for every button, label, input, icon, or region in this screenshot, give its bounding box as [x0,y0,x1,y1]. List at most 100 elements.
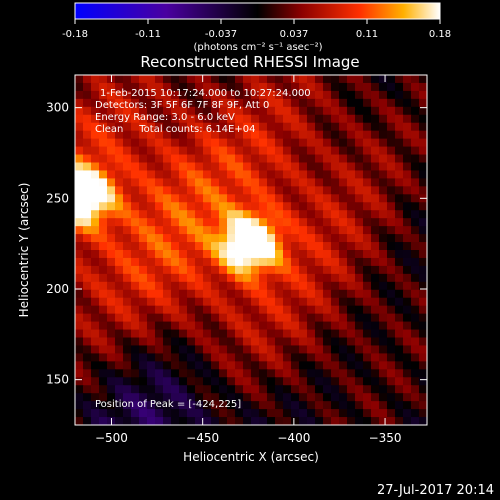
heatmap-cell [395,186,404,195]
heatmap-cell [403,409,412,418]
heatmap-cell [283,162,292,172]
heatmap-cell [83,210,92,219]
heatmap-cell [371,265,380,275]
heatmap-cell [107,409,116,418]
heatmap-cell [331,114,340,124]
heatmap-cell [307,369,316,378]
heatmap-cell [155,401,164,410]
heatmap-cell [355,178,364,187]
heatmap-cell [371,337,380,347]
heatmap-cell [379,178,388,187]
heatmap-cell [91,242,100,251]
heatmap-cell [371,273,380,283]
heatmap-cell [211,265,220,275]
heatmap-cell [307,130,316,140]
heatmap-cell [115,385,124,394]
heatmap-cell [371,297,380,307]
heatmap-cell [235,138,244,148]
heatmap-cell [131,361,140,370]
heatmap-cell [99,114,108,124]
heatmap-cell [395,106,404,116]
heatmap-cell [187,218,196,227]
heatmap-cell [147,226,156,235]
heatmap-cell [331,218,340,227]
heatmap-cell [419,138,427,148]
heatmap-cell [227,82,236,92]
heatmap-cell [299,202,308,211]
heatmap-cell [259,337,268,347]
heatmap-cell [307,305,316,315]
heatmap-cell [211,361,220,370]
heatmap-cell [243,170,252,179]
heatmap-cell [291,393,300,402]
heatmap-cell [387,393,396,402]
heatmap-cell [347,82,356,92]
heatmap-cell [259,417,268,425]
heatmap-cell [171,313,180,323]
heatmap-cell [139,361,148,370]
heatmap-cell [283,138,292,148]
heatmap-cell [211,114,220,124]
heatmap-cell [75,146,84,156]
heatmap-cell [123,369,132,378]
heatmap-cell [291,401,300,410]
heatmap-cell [75,138,84,148]
heatmap-cell [379,146,388,156]
heatmap-cell [347,218,356,227]
heatmap-cell [91,218,100,227]
heatmap-cell [275,114,284,124]
heatmap-cell [203,401,212,410]
heatmap-cell [291,409,300,418]
heatmap-cell [411,369,420,378]
heatmap-cell [331,154,340,164]
heatmap-cell [395,321,404,331]
heatmap-cell [395,361,404,370]
heatmap-cell [99,417,108,425]
heatmap-cell [155,202,164,211]
heatmap-cell [267,186,276,195]
heatmap-cell [195,90,204,100]
heatmap-cell [107,138,116,148]
heatmap-cell [179,361,188,370]
heatmap-cell [155,106,164,116]
heatmap-cell [299,218,308,227]
heatmap-cell [419,393,427,402]
heatmap-cell [203,289,212,299]
heatmap-cell [259,82,268,92]
heatmap-cell [387,369,396,378]
heatmap-cell [331,345,340,354]
heatmap-cell [131,385,140,394]
heatmap-cell [419,170,427,179]
heatmap-cell [379,90,388,100]
heatmap-cell [139,162,148,172]
heatmap-cell [115,186,124,195]
heatmap-cell [419,297,427,307]
heatmap-cell [339,337,348,347]
heatmap-cell [323,409,332,418]
heatmap-cell [83,170,92,179]
heatmap-cell [267,130,276,140]
heatmap-cell [355,289,364,299]
heatmap-cell [211,122,220,132]
heatmap-cell [91,409,100,418]
heatmap-cell [259,345,268,354]
heatmap-cell [347,170,356,179]
heatmap-cell [267,194,276,203]
heatmap-cell [155,114,164,124]
heatmap-cell [403,194,412,203]
heatmap-cell [419,417,427,425]
heatmap-cell [123,194,132,203]
heatmap-cell [363,122,372,132]
heatmap-cell [131,281,140,291]
heatmap-cell [411,75,420,84]
heatmap-cell [83,218,92,227]
heatmap-cell [251,138,260,148]
heatmap-cell [411,289,420,299]
heatmap-cell [363,186,372,195]
heatmap-cell [131,401,140,410]
heatmap-cell [339,393,348,402]
y-tick-label: 300 [46,101,69,115]
heatmap-cell [331,90,340,100]
heatmap-cell [147,242,156,251]
heatmap-cell [227,337,236,347]
